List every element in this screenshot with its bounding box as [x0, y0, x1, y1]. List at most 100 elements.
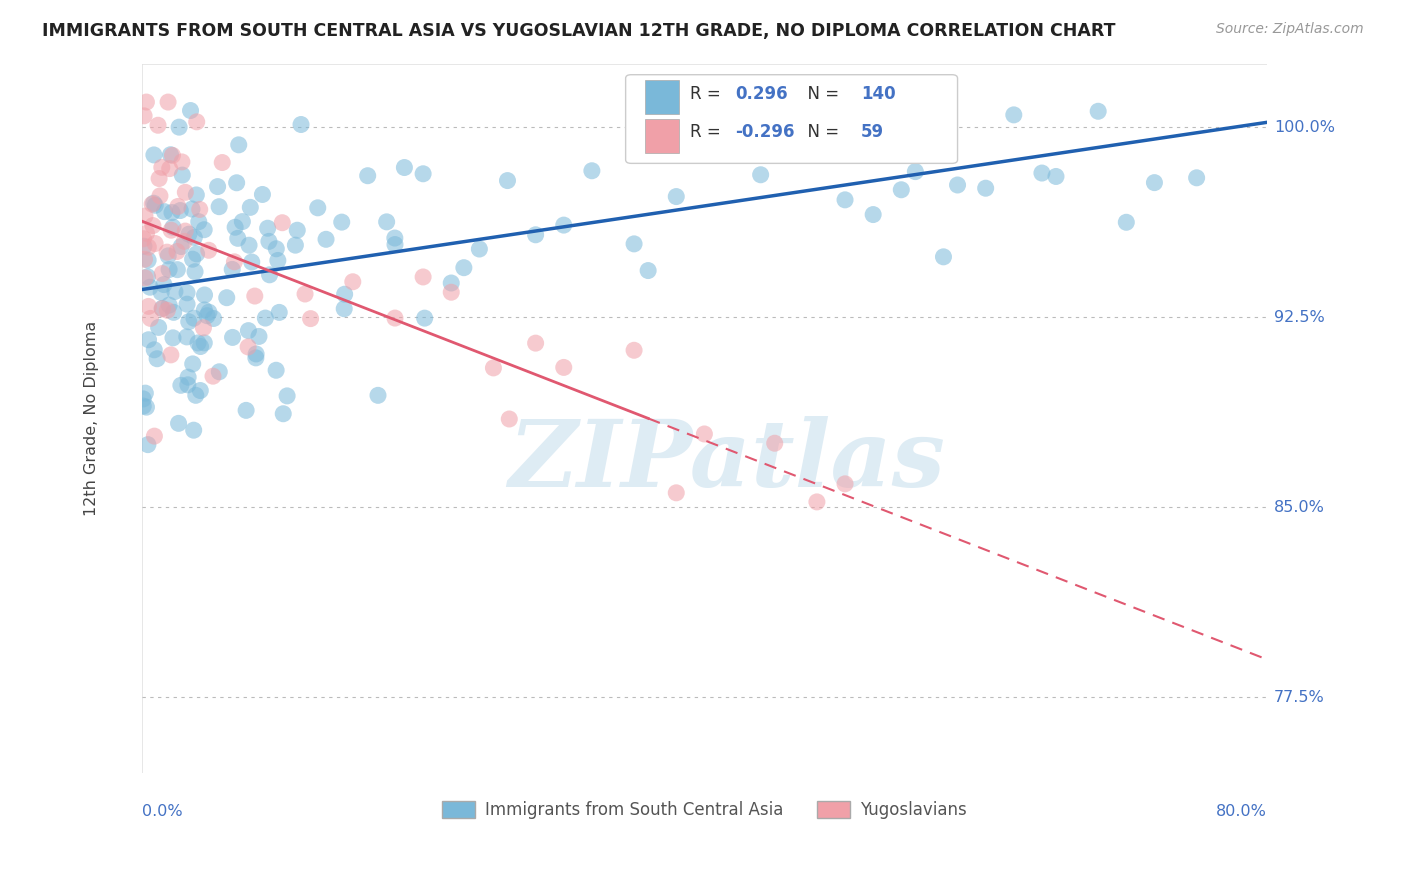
Point: [153, 277, 176, 292]
Point: [177, 315, 200, 329]
Point: [138, 333, 160, 347]
Point: [160, 223, 183, 237]
Text: 0.296: 0.296: [735, 85, 787, 103]
FancyBboxPatch shape: [645, 119, 679, 153]
Point: [136, 437, 159, 451]
Point: [134, 209, 156, 223]
Point: [162, 331, 184, 345]
Point: [177, 370, 200, 384]
Point: [187, 335, 209, 350]
Point: [524, 227, 547, 242]
Point: [132, 232, 155, 246]
Point: [267, 253, 290, 268]
Point: [413, 311, 436, 326]
Point: [157, 298, 180, 312]
Point: [148, 171, 170, 186]
Point: [146, 351, 169, 366]
Point: [160, 348, 183, 362]
Point: [1031, 166, 1053, 180]
Point: [142, 219, 165, 233]
Point: [159, 147, 181, 161]
Point: [149, 189, 172, 203]
Point: [183, 230, 205, 244]
Point: [162, 305, 184, 319]
Point: [156, 303, 179, 318]
Point: [193, 288, 215, 302]
Point: [197, 244, 219, 258]
Point: [188, 384, 211, 398]
Point: [146, 118, 169, 132]
Point: [181, 252, 204, 267]
Point: [177, 377, 200, 392]
Text: 140: 140: [860, 85, 896, 103]
Point: [482, 360, 505, 375]
Point: [256, 221, 278, 235]
Point: [266, 242, 288, 256]
Point: [138, 240, 160, 254]
Point: [375, 215, 398, 229]
Point: [693, 139, 716, 153]
Point: [186, 247, 208, 261]
Point: [224, 220, 246, 235]
Point: [231, 214, 253, 228]
Point: [169, 203, 191, 218]
Point: [763, 144, 786, 158]
Point: [1002, 108, 1025, 122]
Point: [693, 427, 716, 442]
Point: [150, 285, 173, 300]
Point: [243, 289, 266, 303]
Point: [330, 215, 353, 229]
Point: [138, 300, 160, 314]
Point: [167, 417, 190, 431]
Point: [333, 301, 356, 316]
Point: [468, 242, 491, 256]
Text: N =: N =: [797, 85, 844, 103]
Point: [245, 351, 267, 365]
Point: [904, 164, 927, 178]
Point: [181, 357, 204, 371]
Point: [226, 231, 249, 245]
Point: [160, 205, 183, 219]
Point: [749, 168, 772, 182]
Point: [167, 120, 190, 135]
Point: [264, 363, 287, 377]
Point: [170, 239, 193, 253]
Point: [181, 202, 204, 216]
Point: [269, 305, 291, 319]
Point: [186, 115, 208, 129]
Point: [285, 223, 308, 237]
Point: [150, 301, 173, 316]
Point: [221, 262, 243, 277]
Point: [143, 343, 166, 357]
Text: 80.0%: 80.0%: [1216, 804, 1267, 819]
Point: [384, 311, 406, 326]
Point: [193, 223, 215, 237]
Point: [139, 311, 162, 326]
FancyBboxPatch shape: [645, 80, 679, 114]
Text: N =: N =: [797, 123, 844, 141]
Point: [862, 208, 884, 222]
Point: [132, 239, 155, 253]
Point: [143, 429, 166, 443]
Point: [553, 218, 575, 232]
Point: [498, 412, 520, 426]
Point: [440, 276, 463, 290]
Point: [135, 95, 157, 109]
Point: [315, 232, 337, 246]
Point: [132, 109, 155, 123]
Point: [1185, 170, 1208, 185]
Point: [184, 388, 207, 402]
Text: 92.5%: 92.5%: [1274, 310, 1324, 325]
Point: [254, 311, 277, 326]
Point: [1045, 169, 1067, 184]
Point: [177, 227, 200, 242]
Point: [974, 181, 997, 195]
Point: [384, 231, 406, 245]
Point: [1143, 176, 1166, 190]
Point: [176, 330, 198, 344]
Text: ZIPatlas: ZIPatlas: [509, 417, 945, 507]
Point: [150, 161, 173, 175]
Point: [453, 260, 475, 275]
Point: [236, 340, 259, 354]
Point: [174, 186, 197, 200]
